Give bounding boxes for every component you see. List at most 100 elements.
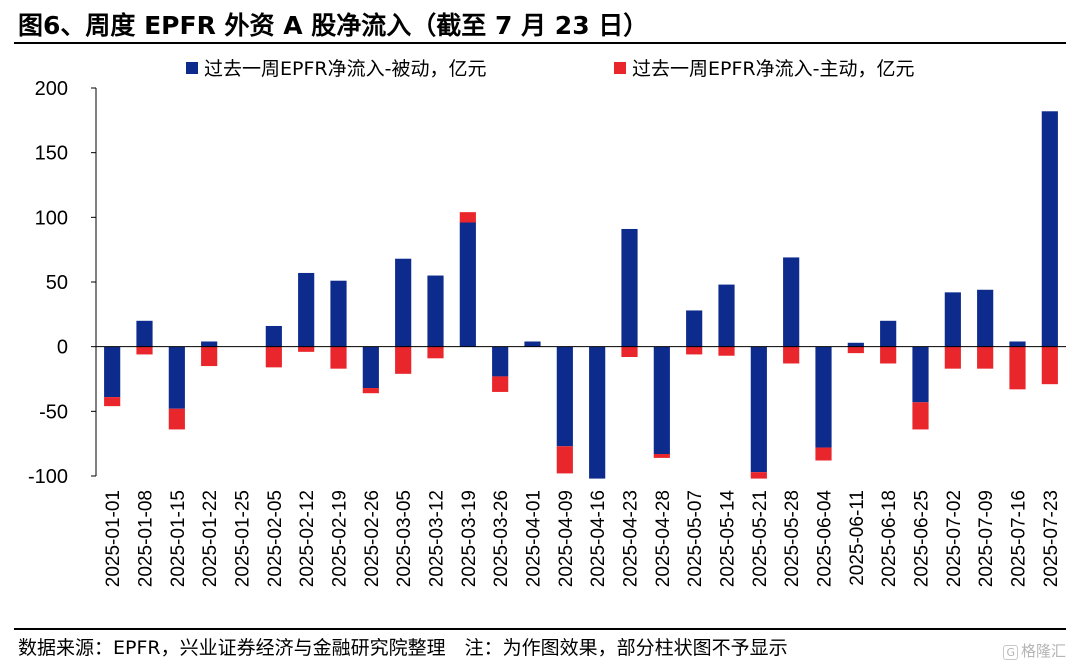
bar-active [395,346,412,374]
x-tick-label: 2025-01-08 [136,490,157,587]
x-tick-label: 2025-02-12 [297,490,318,587]
bar-passive [621,228,638,347]
y-tick-label: -50 [39,401,68,423]
bar-active [815,447,832,461]
bar-passive [783,257,800,347]
x-tick-label: 2025-03-12 [427,490,448,587]
bar-active [168,408,185,430]
x-tick-label: 2025-07-23 [1041,490,1062,587]
bar-active [653,454,670,458]
bar-active [944,346,961,369]
bar-active [265,346,282,368]
x-tick-label: 2025-02-26 [362,490,383,587]
bar-passive [718,284,735,347]
x-tick-label: 2025-04-16 [588,490,609,587]
x-tick-label: 2025-07-02 [944,490,965,587]
y-tick-label: 50 [46,272,68,294]
bar-active [977,346,994,369]
x-tick-label: 2025-06-25 [912,490,933,587]
watermark: G 格隆汇 [1003,640,1066,661]
title-divider [14,42,1066,44]
bar-active [1009,346,1026,390]
y-tick-label: -100 [28,466,68,488]
bar-active [718,346,735,356]
x-tick-label: 2025-04-09 [556,490,577,587]
bar-active [104,397,121,407]
bar-active [847,346,864,354]
y-tick-label: 200 [35,78,68,100]
chart-title: 图6、周度 EPFR 外资 A 股净流入（截至 7 月 23 日） [18,11,649,40]
bar-passive [492,346,509,377]
x-tick-label: 2025-01-25 [233,490,254,587]
bar-active [362,388,379,394]
watermark-logo-icon: G [1003,645,1018,660]
bar-active [880,346,897,364]
bar-passive [750,346,767,473]
x-tick-label: 2025-04-01 [524,490,545,587]
bar-passive [912,346,929,403]
bar-passive [362,346,379,389]
x-tick-label: 2025-03-05 [394,490,415,587]
bar-passive [944,292,961,347]
bar-active [298,346,315,352]
x-tick-label: 2025-06-11 [847,490,868,586]
bar-active [783,346,800,364]
bar-passive [653,346,670,455]
x-tick-label: 2025-04-23 [621,490,642,587]
footer-divider [14,628,1066,630]
bar-active [330,346,347,369]
bar-passive [815,346,832,448]
bar-passive [427,275,444,347]
x-tick-label: 2025-01-01 [103,490,124,587]
bar-passive [686,310,703,347]
bar-passive [104,346,121,398]
bar-passive [201,341,218,347]
x-tick-label: 2025-05-21 [750,490,771,587]
bar-passive [556,346,573,447]
bar-active [136,346,153,355]
x-tick-label: 2025-07-16 [1009,490,1030,587]
bar-passive [1041,111,1058,347]
watermark-text: 格隆汇 [1020,642,1066,660]
bar-active [492,376,509,392]
y-tick-label: 0 [57,337,68,359]
x-tick-label: 2025-05-28 [782,490,803,587]
bar-passive [589,346,606,479]
bar-passive [395,258,412,347]
x-tick-label: 2025-01-15 [168,490,189,587]
bar-passive [847,342,864,347]
bar-passive [977,289,994,347]
bar-passive [524,341,541,347]
x-tick-label: 2025-05-14 [718,490,739,588]
x-tick-label: 2025-01-22 [200,490,221,587]
bar-passive [168,346,185,409]
y-tick-label: 100 [35,207,68,229]
bar-active [1041,346,1058,385]
bar-active [686,346,703,355]
bar-passive [265,325,282,347]
bar-active [912,402,929,430]
bar-passive [880,320,897,347]
legend-label: 过去一周EPFR净流入-被动，亿元 [204,58,486,80]
bar-passive [459,222,476,347]
x-tick-label: 2025-02-05 [265,490,286,587]
bar-active [459,212,476,223]
x-tick-label: 2025-06-18 [879,490,900,587]
bar-active [750,472,767,479]
y-tick-label: 150 [35,143,68,165]
x-tick-label: 2025-02-19 [330,490,351,587]
bar-active [201,346,218,367]
x-tick-label: 2025-03-26 [491,490,512,587]
bar-active [621,346,638,358]
source-note: 数据来源：EPFR，兴业证券经济与金融研究院整理 注：为作图效果，部分柱状图不予… [18,637,788,659]
x-tick-label: 2025-03-19 [459,490,480,587]
x-tick-label: 2025-04-28 [653,490,674,587]
bar-passive [298,272,315,347]
bar-active [427,346,444,359]
bar-passive [136,320,153,347]
x-tick-label: 2025-05-07 [685,490,706,587]
x-tick-label: 2025-06-04 [815,490,836,588]
legend-label: 过去一周EPFR净流入-主动，亿元 [632,58,914,80]
bar-passive [1009,341,1026,347]
